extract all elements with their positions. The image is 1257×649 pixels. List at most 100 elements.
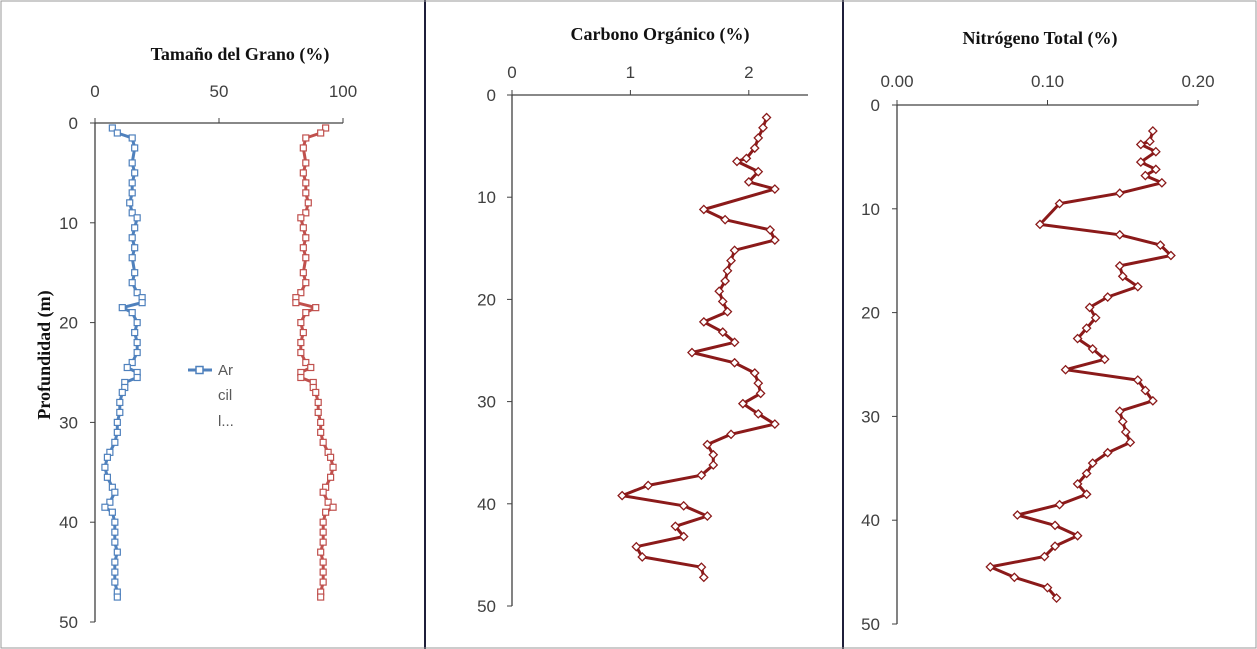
data-point bbox=[753, 408, 764, 419]
data-point bbox=[302, 358, 310, 367]
data-point bbox=[111, 438, 119, 446]
data-point bbox=[637, 552, 648, 562]
data-point bbox=[1035, 219, 1045, 230]
x-tick-label: 2 bbox=[744, 63, 753, 82]
data-point bbox=[643, 480, 654, 491]
data-point bbox=[1054, 198, 1065, 209]
data-point bbox=[319, 578, 327, 586]
data-point bbox=[698, 204, 709, 215]
data-point bbox=[103, 473, 112, 481]
data-point bbox=[670, 521, 681, 532]
data-point bbox=[111, 538, 119, 546]
x-tick-label: 1 bbox=[626, 63, 635, 82]
data-point bbox=[297, 348, 305, 357]
data-point bbox=[698, 572, 709, 583]
data-point bbox=[299, 144, 307, 152]
y-tick-label: 10 bbox=[861, 200, 880, 219]
data-point bbox=[314, 398, 322, 407]
data-point bbox=[118, 388, 126, 397]
data-point bbox=[312, 304, 320, 312]
data-point bbox=[1117, 416, 1128, 427]
legend-text-line-3: l... bbox=[218, 413, 234, 430]
data-point bbox=[1135, 139, 1146, 150]
data-point bbox=[317, 129, 325, 137]
x-tick-label: 50 bbox=[210, 82, 229, 101]
y-tick-label: 20 bbox=[861, 304, 880, 323]
data-point bbox=[299, 169, 307, 177]
data-point bbox=[299, 269, 307, 277]
data-point bbox=[1039, 551, 1050, 562]
data-point bbox=[103, 453, 112, 461]
chart-title: Carbono Orgánico (%) bbox=[571, 24, 750, 45]
axes: 0.00 0.10 0.20 0 10 20 30 40 50 bbox=[861, 72, 1214, 634]
y-tick-label: 0 bbox=[487, 86, 496, 105]
data-point bbox=[1060, 364, 1071, 375]
data-point bbox=[319, 438, 327, 446]
y-tick-label: 0 bbox=[871, 96, 880, 115]
chart-title: Nitrógeno Total (%) bbox=[963, 28, 1118, 49]
data-point bbox=[1125, 437, 1136, 448]
data-point bbox=[729, 357, 740, 368]
data-point bbox=[749, 368, 760, 378]
data-point bbox=[116, 398, 124, 407]
data-point bbox=[292, 299, 300, 307]
y-tick-label: 40 bbox=[477, 495, 496, 514]
data-point bbox=[113, 548, 121, 556]
data-point bbox=[631, 541, 642, 552]
data-point bbox=[302, 234, 310, 242]
data-point bbox=[720, 276, 731, 286]
data-point bbox=[297, 319, 305, 327]
data-point bbox=[302, 159, 310, 167]
data-point bbox=[678, 531, 689, 542]
data-point bbox=[128, 134, 136, 142]
data-point bbox=[1050, 541, 1060, 552]
data-point bbox=[317, 548, 325, 556]
data-point bbox=[1144, 136, 1155, 147]
data-point bbox=[317, 593, 325, 601]
data-point bbox=[1150, 146, 1161, 157]
data-point bbox=[128, 279, 136, 287]
data-point bbox=[678, 500, 689, 511]
data-point bbox=[116, 408, 124, 417]
legend-text-line-2: cil bbox=[218, 387, 232, 404]
y-tick-label: 50 bbox=[477, 597, 496, 616]
data-point bbox=[1072, 530, 1083, 541]
data-point bbox=[1051, 593, 1062, 603]
data-point bbox=[297, 338, 305, 347]
data-point bbox=[101, 463, 109, 471]
data-point bbox=[113, 593, 121, 601]
data-point bbox=[302, 209, 310, 217]
data-point bbox=[1114, 260, 1125, 271]
data-point bbox=[131, 269, 139, 277]
series-line bbox=[620, 117, 777, 578]
data-point bbox=[1009, 572, 1020, 583]
data-point bbox=[131, 224, 139, 232]
data-point bbox=[329, 503, 337, 511]
data-point bbox=[131, 169, 139, 177]
data-point bbox=[729, 337, 740, 348]
data-point bbox=[722, 265, 733, 276]
y-tick-label: 40 bbox=[861, 511, 880, 530]
data-point bbox=[126, 199, 134, 207]
data-point bbox=[737, 398, 748, 409]
data-point bbox=[755, 388, 766, 399]
y-tick-label: 30 bbox=[59, 413, 78, 432]
data-point bbox=[317, 428, 325, 436]
data-point bbox=[717, 327, 728, 338]
data-point bbox=[304, 199, 312, 207]
series-group bbox=[985, 126, 1176, 603]
data-point bbox=[118, 304, 126, 312]
data-point bbox=[131, 328, 139, 337]
data-point bbox=[302, 279, 310, 287]
data-point bbox=[765, 224, 776, 235]
data-point bbox=[133, 214, 141, 222]
x-tick-label: 0.10 bbox=[1031, 72, 1064, 91]
data-point bbox=[319, 538, 327, 546]
data-point bbox=[128, 209, 136, 217]
data-point bbox=[319, 568, 327, 576]
data-point bbox=[329, 463, 337, 471]
